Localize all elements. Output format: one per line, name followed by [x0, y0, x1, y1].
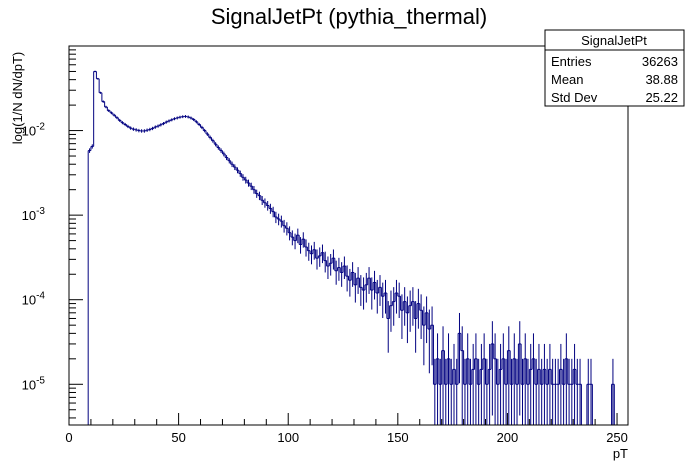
stats-entries-value: 36263 — [642, 54, 678, 69]
histogram-bin — [139, 129, 143, 133]
histogram-bin — [567, 358, 571, 425]
y-tick-label: 10-5 — [22, 375, 46, 392]
histogram-bin — [589, 358, 593, 425]
stats-mean-label: Mean — [551, 72, 584, 87]
histogram-bin — [586, 358, 590, 425]
histogram-bin — [554, 358, 557, 425]
x-tick-label: 100 — [277, 430, 299, 445]
y-tick-label: 10-4 — [22, 291, 46, 308]
x-tick-label: 250 — [606, 430, 628, 445]
x-tick-label: 50 — [171, 430, 185, 445]
chart-title: SignalJetPt (pythia_thermal) — [211, 4, 487, 29]
stats-box: SignalJetPt Entries 36263 Mean 38.88 Std… — [544, 29, 685, 107]
histogram-bin — [575, 358, 579, 425]
plot-frame — [68, 45, 629, 426]
histogram-bin — [578, 358, 582, 425]
stats-box-frame — [544, 29, 685, 107]
y-axis-title: log(1/N dN/dpT) — [10, 52, 25, 144]
axes: 0 50 100 150 200 250 10-5 10-4 10-3 10-2 — [22, 45, 629, 445]
y-tick-label: 10-2 — [22, 122, 46, 139]
x-tick-label: 200 — [497, 430, 519, 445]
stats-stddev-label: Std Dev — [551, 90, 598, 105]
stats-box-title: SignalJetPt — [581, 33, 647, 48]
plot-area — [87, 70, 615, 425]
stats-mean-value: 38.88 — [645, 72, 678, 87]
x-tick-label: 150 — [387, 430, 409, 445]
x-tick-label: 0 — [65, 430, 72, 445]
stats-entries-label: Entries — [551, 54, 592, 69]
histogram-bin — [550, 358, 555, 425]
x-axis-title: pT — [613, 446, 628, 461]
stats-stddev-value: 25.22 — [645, 90, 678, 105]
histogram-bin — [611, 358, 615, 425]
y-tick-label: 10-3 — [22, 206, 46, 223]
